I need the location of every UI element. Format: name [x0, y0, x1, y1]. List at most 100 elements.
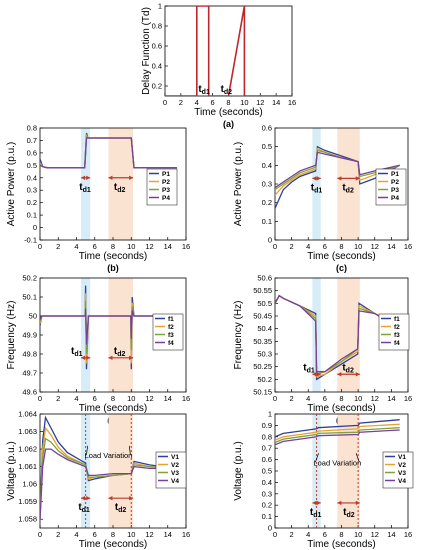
- y-tick-label: 0.4: [262, 478, 272, 487]
- x-tick-label: 2: [290, 530, 294, 539]
- y-axis-label: Active Power (p.u.): [233, 142, 244, 226]
- legend-label: P3: [162, 187, 170, 194]
- x-axis-label: Time (seconds): [307, 539, 376, 550]
- y-axis-label: Frequency (Hz): [6, 301, 17, 370]
- y-axis-label: Active Power (p.u.): [6, 142, 17, 226]
- y-tick-label: 0.6: [152, 42, 162, 51]
- x-tick-label: 8: [111, 394, 115, 403]
- y-tick-label: 0.3: [27, 186, 37, 195]
- panel-caption: (c): [336, 263, 347, 273]
- y-axis-label: Delay Function (Td): [141, 7, 152, 95]
- y-tick-label: 50: [29, 312, 37, 321]
- annotation-td2: td2: [114, 182, 126, 194]
- shade-region-2: [337, 414, 360, 528]
- y-tick-label: 0.7: [27, 136, 37, 145]
- x-tick-label: 16: [288, 98, 296, 107]
- x-tick-label: 4: [306, 394, 310, 403]
- y-tick-label: 49.6: [22, 388, 37, 397]
- arrow-td1-head-right: [316, 372, 321, 377]
- y-tick-label: 1.064: [18, 410, 37, 419]
- legend-label: f1: [394, 316, 400, 323]
- y-tick-label: 0.4: [152, 62, 162, 71]
- x-tick-label: 2: [290, 242, 294, 251]
- shade-region-1: [312, 128, 321, 240]
- arrow-td1-head-right: [86, 175, 91, 180]
- x-tick-label: 8: [339, 242, 343, 251]
- x-tick-label: 0: [38, 242, 42, 251]
- arrow-td1-head-right: [86, 355, 91, 360]
- arrow-td2-head-left: [108, 355, 113, 360]
- annotation-td2: td2: [342, 182, 354, 194]
- series-line-p4: [40, 137, 177, 169]
- x-tick-label: 6: [323, 394, 327, 403]
- y-tick-label: 0.8: [152, 22, 162, 31]
- chart-panel-b: 0 2 4 6 8 10 12 14 16-0.100.10.20.30.40.50.60.70…: [6, 124, 190, 274]
- chart-panel-c: 0 2 4 6 8 10 12 14 16 0 0.1 0.2 0.3 0.4 0.5 0.6 Time (se…: [233, 124, 412, 274]
- legend-label: f3: [168, 332, 174, 339]
- legend-label: f2: [394, 324, 400, 331]
- x-tick-label: 10: [127, 394, 135, 403]
- arrow-td2-head-right: [129, 175, 134, 180]
- x-tick-label: 0: [273, 394, 277, 403]
- x-tick-label: 12: [371, 242, 379, 251]
- series-line-f4: [275, 294, 401, 373]
- arrow-td1-head-right: [86, 495, 91, 501]
- arrow-td1-head-left: [312, 176, 317, 181]
- annotation-td2: td2: [114, 346, 126, 358]
- x-tick-label: 6: [93, 394, 97, 403]
- x-tick-label: 12: [371, 530, 379, 539]
- x-tick-label: 2: [290, 394, 294, 403]
- y-tick-label: 1.063: [18, 427, 37, 436]
- y-tick-label: 0: [268, 236, 272, 245]
- shade-region-2: [108, 414, 134, 528]
- x-tick-label: 0: [273, 242, 277, 251]
- arrow-td1-head-left: [312, 500, 317, 506]
- x-tick-label: 6: [211, 98, 215, 107]
- y-tick-label: 0.1: [27, 211, 37, 220]
- x-axis-label: Time (seconds): [307, 403, 376, 414]
- x-tick-label: 16: [182, 530, 190, 539]
- x-tick-label: 14: [272, 98, 280, 107]
- x-tick-label: 12: [145, 394, 153, 403]
- series-line-p4: [275, 151, 400, 189]
- y-tick-label: 49.8: [22, 350, 37, 359]
- x-tick-label: 6: [93, 242, 97, 251]
- annotation-td2: td2: [342, 362, 354, 374]
- y-tick-label: 49.9: [22, 331, 37, 340]
- series-line-p2: [275, 147, 400, 196]
- x-tick-label: 0: [38, 394, 42, 403]
- arrow-td2-head-right: [355, 500, 360, 506]
- load-variation-pointer: [86, 445, 88, 455]
- legend-label: V4: [398, 478, 406, 485]
- series-line-p3: [275, 149, 400, 191]
- shade-region-2: [337, 128, 360, 240]
- annotation-td2: td2: [115, 502, 127, 514]
- legend-label: f2: [168, 324, 174, 331]
- x-tick-label: 4: [74, 242, 78, 251]
- x-tick-label: 8: [339, 530, 343, 539]
- x-tick-label: 4: [306, 530, 310, 539]
- arrow-td2-head-left: [108, 495, 113, 501]
- x-tick-label: 10: [127, 530, 135, 539]
- x-tick-label: 8: [111, 242, 115, 251]
- legend-label: f4: [168, 340, 174, 347]
- series-line-p1: [275, 145, 401, 209]
- legend-label: P4: [391, 195, 399, 202]
- x-tick-label: 12: [145, 530, 153, 539]
- arrow-td2-head-right: [355, 372, 360, 377]
- x-axis-label: Time (seconds): [194, 107, 263, 118]
- arrow-td1-head-left: [312, 372, 317, 377]
- y-tick-label: 0.6: [27, 148, 37, 157]
- arrow-td2-head-left: [337, 176, 342, 181]
- y-tick-label: 0.4: [27, 173, 37, 182]
- x-tick-label: 6: [93, 530, 97, 539]
- y-tick-label: 0.1: [262, 217, 272, 226]
- y-tick-label: 0.5: [262, 467, 272, 476]
- y-tick-label: 1.061: [18, 462, 37, 471]
- x-tick-label: 4: [306, 242, 310, 251]
- y-tick-label: 0.2: [262, 501, 272, 510]
- chart-panel-a: 0 2 4 6 8 10 12 14 16 0.2 0.4 0.6 0.8 1 Time (seconds)…: [141, 2, 296, 130]
